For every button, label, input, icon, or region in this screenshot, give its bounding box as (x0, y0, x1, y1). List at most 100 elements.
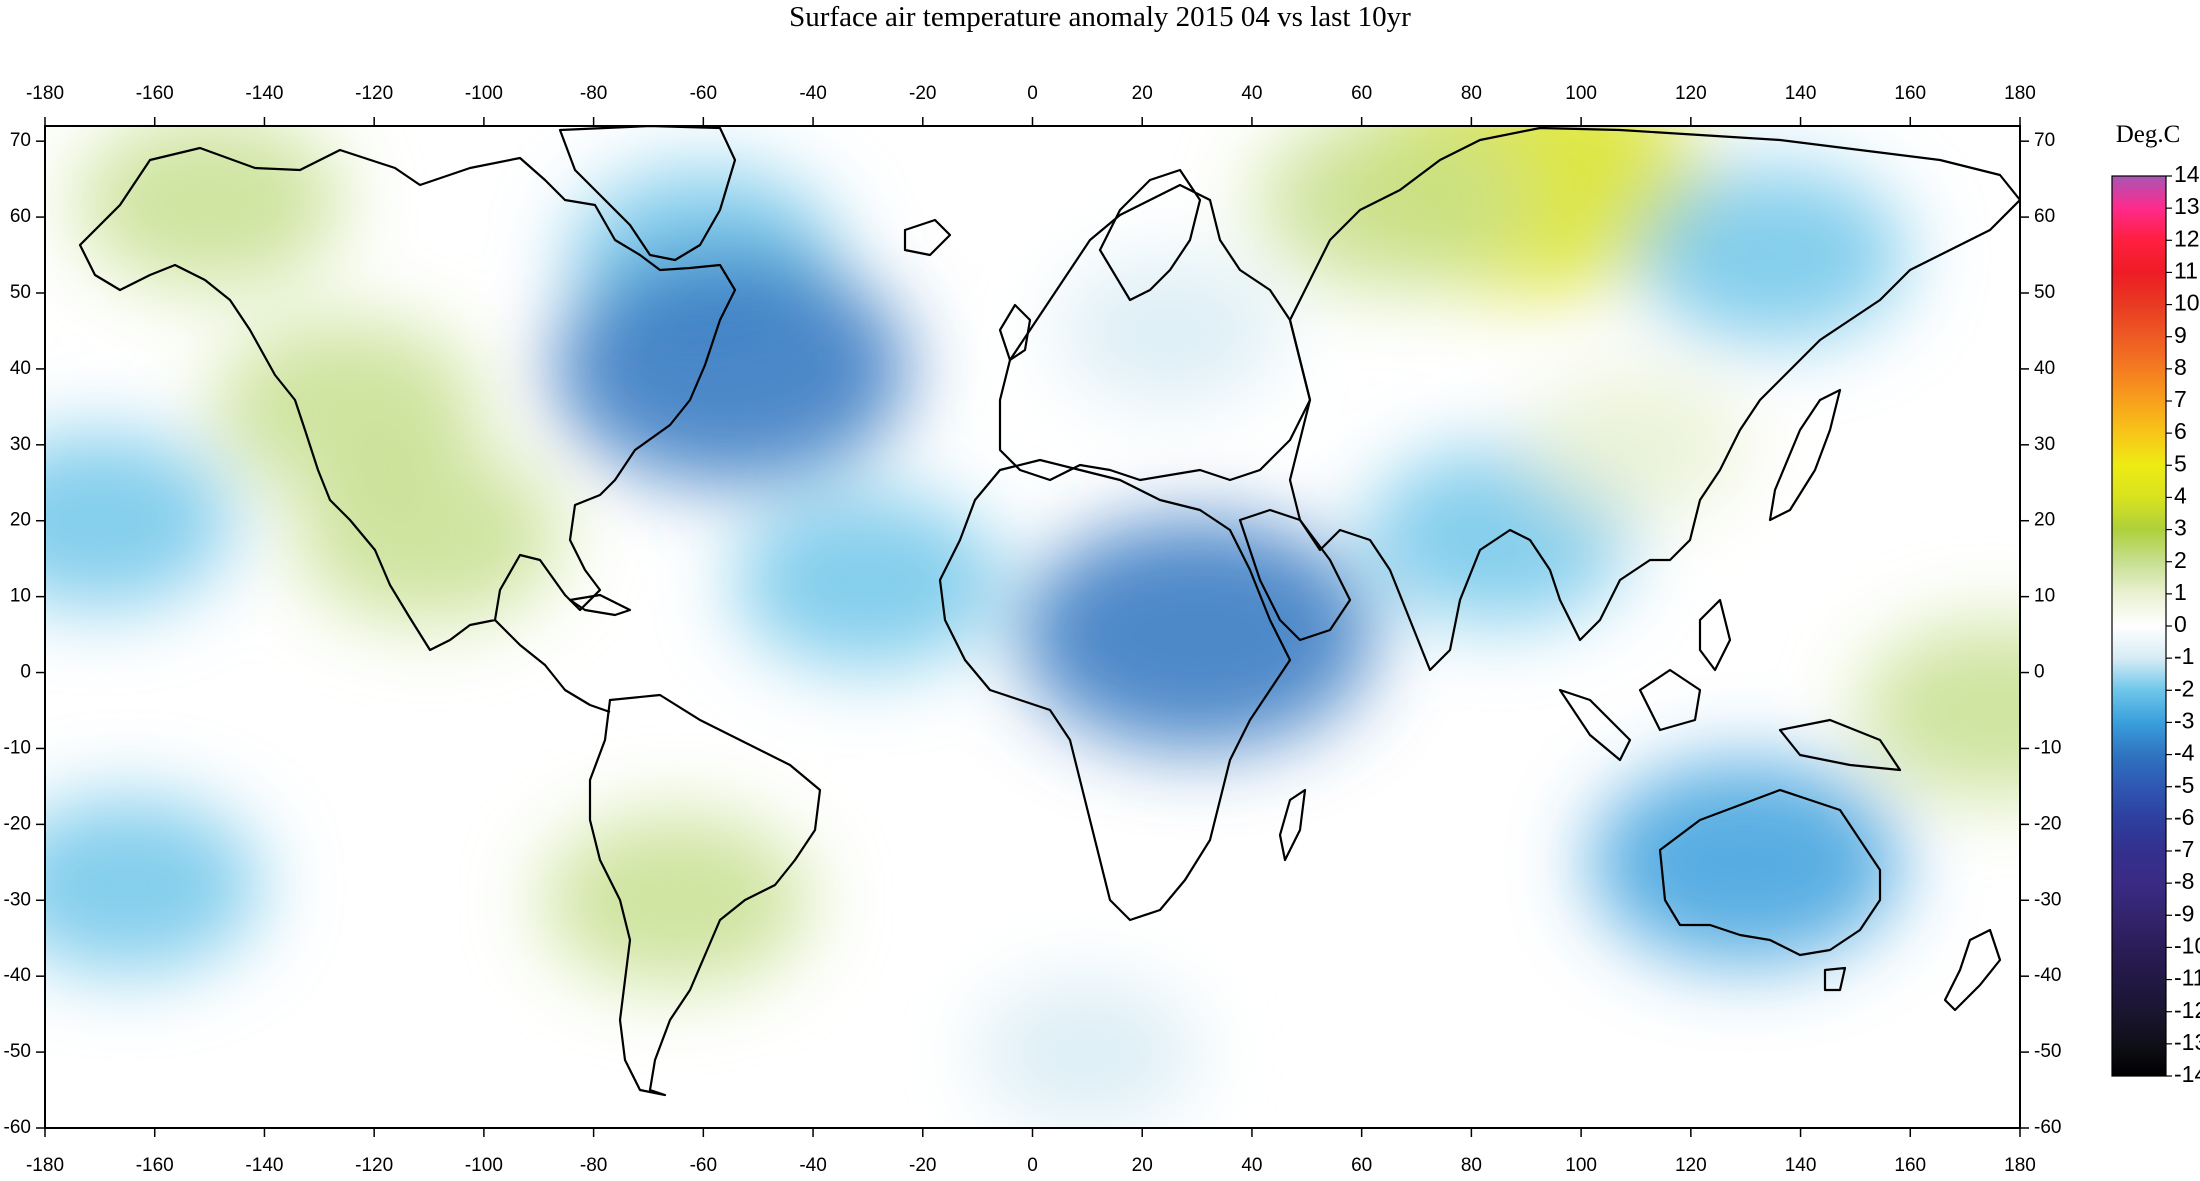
y-tick-label: 60 (10, 206, 31, 227)
colorbar-label: 13 (2174, 193, 2200, 219)
x-tick-label: 40 (1241, 83, 1262, 104)
x-tick-label: -60 (690, 83, 717, 104)
colorbar-label: -13 (2174, 1029, 2200, 1055)
x-tick-label: -160 (136, 1155, 174, 1176)
x-axis-top: -180 -160 -140 -120 -100 -80 -60 -40 -20 0 20 40 60 8… (26, 83, 2036, 126)
colorbar (2111, 175, 2167, 1077)
colorbar-label: 12 (2174, 225, 2200, 251)
colorbar-label: -7 (2174, 836, 2194, 862)
anomaly-region (45, 797, 262, 974)
x-tick-label: -100 (465, 1155, 503, 1176)
colorbar-label: -8 (2174, 868, 2194, 894)
colorbar-label: 8 (2174, 354, 2187, 380)
x-tick-label: -140 (245, 1155, 283, 1176)
x-tick-label: 60 (1351, 83, 1372, 104)
x-tick-label: 180 (2004, 1155, 2036, 1176)
coastline-south-america (588, 693, 822, 1097)
x-tick-label: -100 (465, 83, 503, 104)
colorbar-label: 9 (2174, 322, 2187, 348)
x-tick-label: 80 (1461, 1155, 1482, 1176)
y-tick-label: 40 (2034, 358, 2055, 379)
x-tick-label: -80 (580, 1155, 607, 1176)
x-tick-label: 20 (1132, 83, 1153, 104)
x-tick-label: 80 (1461, 83, 1482, 104)
anomaly-region (733, 493, 1002, 670)
y-tick-label: 50 (10, 282, 31, 303)
colorbar-label: -10 (2174, 933, 2200, 959)
colorbar-label: 2 (2174, 547, 2187, 573)
y-axis-right: 70 60 50 40 30 20 10 0 -10 -20 -30 -40 -50 -60 (2020, 130, 2061, 1138)
anomaly-region (552, 252, 909, 485)
coastline-arabia (1238, 508, 1352, 642)
anomaly-region (1255, 126, 1524, 290)
colorbar-label: -9 (2174, 900, 2194, 926)
x-tick-label: -120 (355, 1155, 393, 1176)
coastline-north-america (78, 146, 737, 652)
x-tick-label: 140 (1785, 1155, 1817, 1176)
anomaly-region (1639, 167, 1908, 344)
y-tick-label: 10 (10, 586, 31, 607)
colorbar-label: -12 (2174, 997, 2200, 1023)
anomaly-region (1858, 622, 2020, 799)
coastline-sumatra (1558, 688, 1632, 762)
anomaly-region (75, 126, 344, 290)
anomaly-region (541, 812, 810, 989)
y-tick-label: -50 (2034, 1041, 2061, 1062)
y-tick-label: 0 (2034, 662, 2045, 683)
x-tick-label: 0 (1027, 83, 1038, 104)
x-tick-label: -160 (136, 83, 174, 104)
anomaly-region (1057, 256, 1282, 405)
coastline-madagascar (1278, 788, 1307, 862)
colorbar-label: -2 (2174, 675, 2194, 701)
colorbar-label: -11 (2174, 965, 2200, 991)
colorbar-label: 4 (2174, 483, 2187, 509)
x-tick-label: -140 (245, 83, 283, 104)
colorbar-label: -4 (2174, 740, 2195, 766)
anomaly-region (1019, 518, 1376, 751)
coastline-scandinavia (1098, 168, 1202, 302)
x-tick-label: 60 (1351, 1155, 1372, 1176)
colorbar-label: 0 (2174, 611, 2187, 637)
anomaly-field (45, 126, 2020, 1127)
y-tick-label: -20 (4, 813, 31, 834)
colorbar-label: 11 (2174, 258, 2198, 284)
x-tick-label: -80 (580, 83, 607, 104)
coastline-new-zealand (1943, 928, 2002, 1012)
anomaly-region (1523, 370, 1748, 519)
x-tick-label: 160 (1894, 1155, 1926, 1176)
x-tick-label: 40 (1241, 1155, 1262, 1176)
coastline-africa (938, 458, 1292, 922)
colorbar-label: 7 (2174, 386, 2187, 412)
x-tick-label: -20 (909, 1155, 936, 1176)
x-tick-label: -20 (909, 83, 936, 104)
coastline-japan (1768, 388, 1842, 522)
colorbar-label: 3 (2174, 515, 2187, 541)
coastline-british-isles (998, 303, 1032, 362)
coastline-tasmania (1823, 966, 1847, 992)
y-tick-label: -30 (2034, 889, 2061, 910)
colorbar-label: -1 (2174, 643, 2194, 669)
y-tick-label: 20 (2034, 510, 2055, 531)
x-tick-label: 160 (1894, 83, 1926, 104)
anomaly-region (1589, 760, 1902, 965)
x-tick-label: -180 (26, 1155, 64, 1176)
anomaly-region (295, 447, 564, 624)
coastline-asia (1288, 126, 2020, 672)
x-tick-label: 0 (1027, 1155, 1038, 1176)
colorbar-label: 1 (2174, 579, 2187, 605)
y-tick-label: -40 (2034, 965, 2061, 986)
y-tick-label: -60 (4, 1117, 31, 1138)
y-tick-label: 30 (2034, 434, 2055, 455)
colorbar-label: 10 (2174, 290, 2200, 316)
y-tick-label: -50 (4, 1041, 31, 1062)
coastline-new-guinea (1778, 718, 1902, 772)
y-tick-label: -10 (2034, 737, 2061, 758)
y-tick-label: 40 (10, 358, 31, 379)
coastline-borneo (1638, 668, 1702, 732)
anomaly-region (45, 432, 234, 609)
colorbar-label: 14 (2174, 161, 2200, 187)
colorbar-label: 6 (2174, 418, 2187, 444)
y-tick-label: 70 (10, 130, 31, 151)
y-tick-label: 0 (20, 662, 31, 683)
